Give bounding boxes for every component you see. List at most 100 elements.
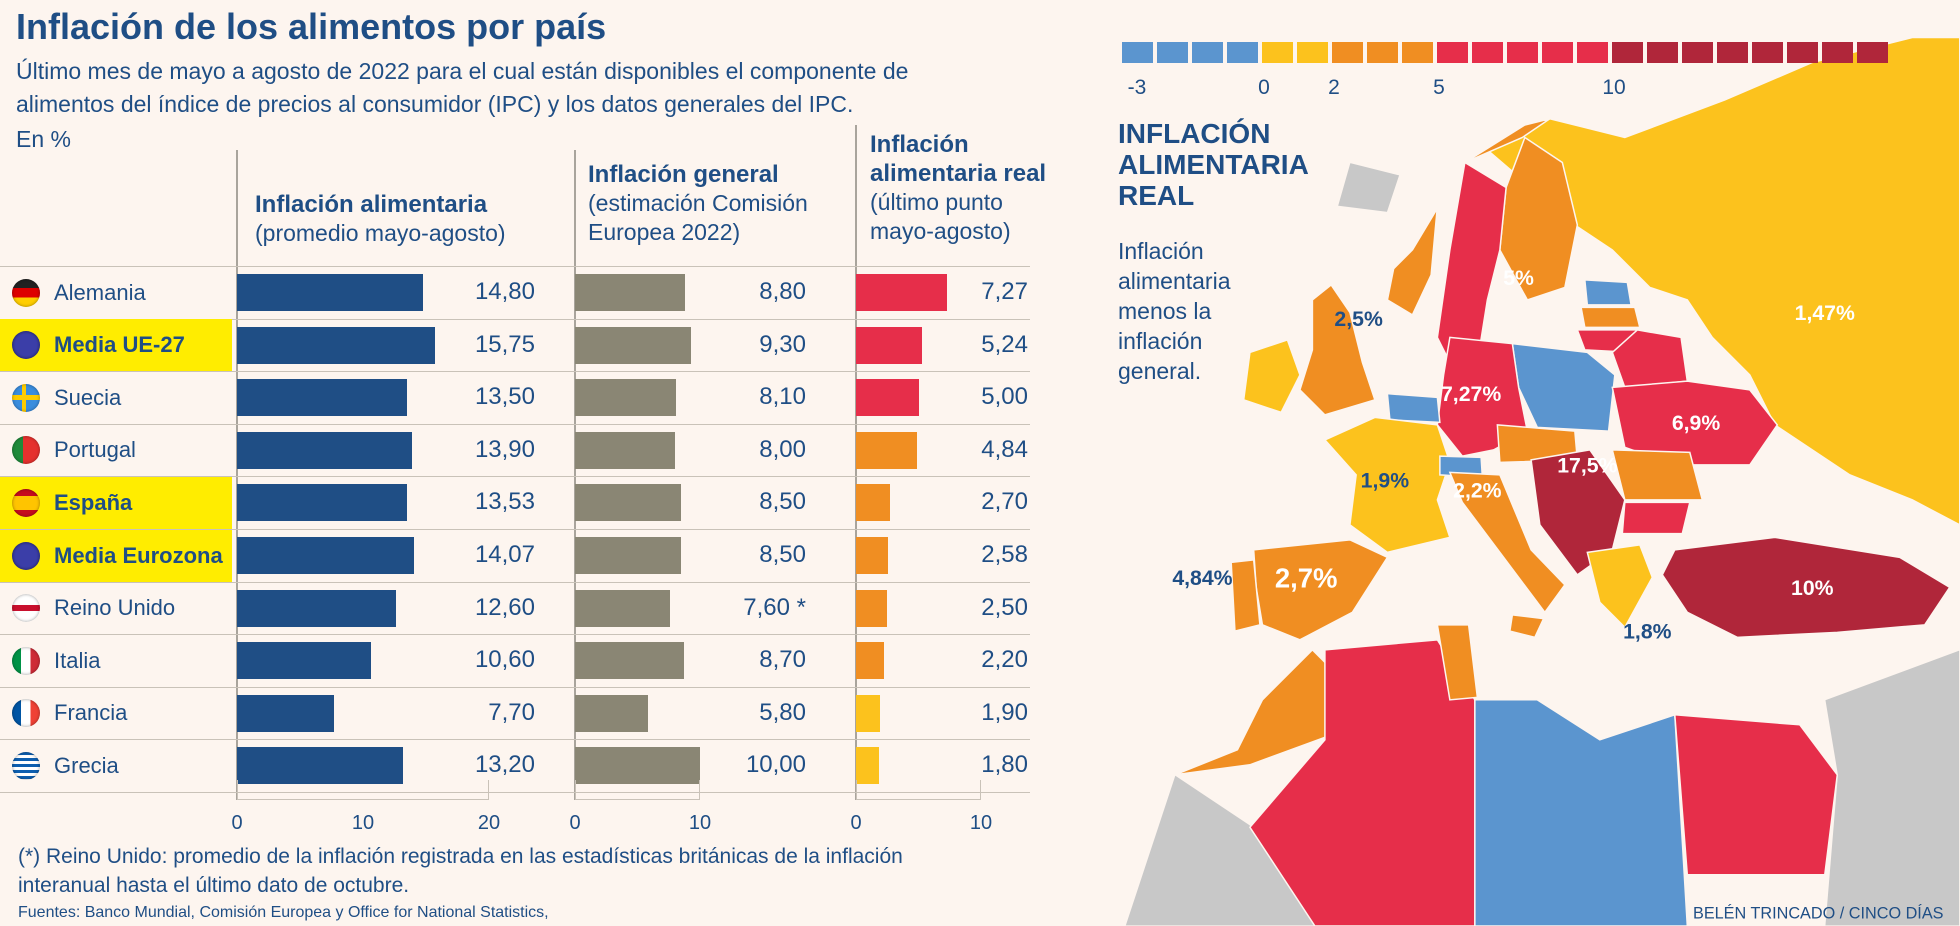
country-label: Portugal — [0, 424, 232, 476]
row-separator — [0, 266, 1030, 267]
map-label-greece: 1,8% — [1623, 620, 1672, 644]
value-label: 8,80 — [759, 278, 806, 305]
value-label: 10,60 — [474, 646, 535, 674]
credit: BELÉN TRINCADO / CINCO DÍAS — [1693, 904, 1944, 923]
unit-label: En % — [16, 126, 71, 152]
map-label-russia: 1,47% — [1795, 301, 1855, 325]
bar-general — [575, 694, 648, 732]
header-title: Inflación alimentaria — [255, 191, 488, 218]
country-libya — [1474, 699, 1689, 926]
value-label: 5,24 — [981, 330, 1028, 358]
value-label: 13,50 — [474, 383, 535, 411]
country-sicily — [1509, 614, 1545, 639]
map-title-line: REAL — [1118, 180, 1195, 211]
country-norway — [1386, 117, 1551, 316]
axis-frame — [856, 780, 981, 800]
bar-food — [237, 642, 371, 680]
country-ireland — [1242, 338, 1301, 414]
flag-es-icon — [12, 488, 40, 517]
flag-eu-icon — [12, 331, 40, 360]
legend-swatch — [1332, 42, 1363, 63]
legend-swatch — [1122, 42, 1153, 63]
legend-swatch — [1612, 42, 1643, 63]
country-name: Alemania — [54, 279, 146, 305]
value-label: 13,53 — [474, 488, 535, 516]
legend-label: 10 — [1602, 76, 1626, 99]
value-label: 9,30 — [759, 330, 806, 358]
value-label: 7,70 — [488, 698, 535, 726]
country-name: Grecia — [54, 752, 119, 778]
country-greece — [1586, 544, 1654, 629]
bar-real — [856, 326, 922, 364]
value-label: 5,80 — [759, 698, 806, 726]
value-label: 2,20 — [981, 646, 1028, 674]
header-sub: (último punto — [870, 189, 1003, 215]
bar-general — [575, 642, 684, 680]
country-label: Suecia — [0, 372, 232, 424]
legend-label: 2 — [1328, 76, 1340, 99]
map-desc-line: general. — [1118, 358, 1202, 384]
header-sub: (promedio mayo-agosto) — [255, 220, 506, 246]
country-egypt — [1673, 713, 1839, 876]
flag-pt-icon — [12, 436, 40, 465]
axis-tick-label: 10 — [351, 812, 375, 834]
country-label: Grecia — [0, 740, 232, 792]
divider-line — [574, 150, 576, 800]
bar-real — [856, 642, 884, 680]
legend-swatch — [1857, 42, 1888, 63]
header-sub: (estimación Comisión — [588, 190, 808, 216]
bar-food — [237, 484, 408, 522]
country-uk — [1299, 283, 1376, 416]
map-label-turkey: 10% — [1791, 576, 1834, 600]
bar-real — [856, 431, 917, 469]
map-desc-line: menos la — [1118, 298, 1212, 324]
bar-food — [237, 326, 436, 364]
legend-swatch — [1717, 42, 1748, 63]
bar-real — [856, 484, 890, 522]
map-description: Inflación alimentaria menos la inflación… — [1118, 236, 1231, 386]
legend-swatch — [1577, 42, 1608, 63]
header-food-inflation: Inflación alimentaria (promedio mayo-agos… — [255, 190, 506, 248]
value-label: 8,00 — [759, 435, 806, 463]
value-label: 8,50 — [759, 488, 806, 516]
legend-swatch — [1647, 42, 1678, 63]
country-benelux — [1386, 392, 1441, 424]
legend-label: 5 — [1433, 76, 1445, 99]
map-desc-line: Inflación — [1118, 238, 1204, 264]
axis-frame — [237, 780, 489, 800]
bar-general — [575, 747, 700, 785]
country-label: Alemania — [0, 267, 232, 319]
country-turkey — [1661, 536, 1951, 639]
bar-food — [237, 379, 408, 417]
row-separator — [0, 476, 1030, 478]
row-separator — [0, 686, 1030, 688]
flag-fr-icon — [12, 699, 40, 728]
header-title: Inflación — [870, 131, 969, 158]
bar-general — [575, 379, 677, 417]
country-name: Francia — [54, 700, 128, 726]
row-separator — [0, 371, 1030, 373]
country-name: Reino Unido — [54, 595, 176, 621]
legend-swatch — [1262, 42, 1293, 63]
divider-line — [236, 150, 238, 800]
flag-gr-icon — [12, 751, 40, 780]
country-tunisia — [1436, 624, 1479, 701]
country-name: España — [54, 489, 133, 515]
value-label: 12,60 — [474, 593, 535, 621]
map-desc-line: inflación — [1118, 328, 1203, 354]
legend-swatch — [1297, 42, 1328, 63]
bar-real — [856, 589, 888, 627]
bar-real — [856, 537, 889, 574]
map-label-germany: 7,27% — [1441, 382, 1501, 406]
value-label: 13,20 — [474, 751, 535, 779]
map-desc-line: alimentaria — [1118, 268, 1231, 294]
subtitle-line-1: Último mes de mayo a agosto de 2022 para… — [16, 58, 909, 84]
country-label: Italia — [0, 635, 232, 687]
country-label: Media Eurozona — [0, 529, 232, 582]
row-separator — [0, 634, 1030, 636]
footnote-line-2: interanual hasta el último dato de octub… — [18, 874, 410, 897]
legend-swatch — [1192, 42, 1223, 63]
axis-tick-label: 0 — [569, 812, 581, 834]
header-real-food-inflation: Inflación alimentaria real (último punto ma… — [870, 130, 1046, 246]
